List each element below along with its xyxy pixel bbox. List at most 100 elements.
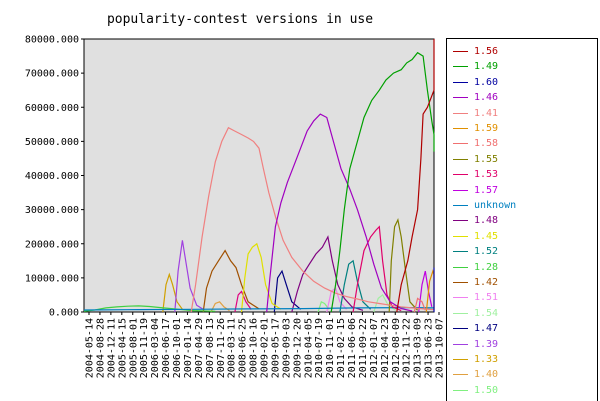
legend-label: 1.51 <box>474 292 499 304</box>
legend-swatch <box>453 81 468 83</box>
y-tick-label: 60000.000 <box>25 103 79 114</box>
legend-item: 1.49 <box>453 59 498 74</box>
legend-item: 1.46 <box>453 90 498 105</box>
x-tick-label: 2007-08-13 <box>205 318 216 378</box>
line-chart: 0.000 10000.000 20000.000 30000.000 40000.00… <box>25 35 446 379</box>
legend-swatch <box>453 297 468 299</box>
series-line-1.55 <box>388 218 419 313</box>
legend-swatch <box>453 128 468 129</box>
x-tick-label: 2008-06-25 <box>238 318 249 378</box>
legend-item: 1.39 <box>453 337 498 352</box>
x-tick-label: 2006-06-17 <box>161 318 172 378</box>
legend-label: 1.33 <box>474 354 499 365</box>
legend-swatch <box>453 143 468 145</box>
legend-label: 1.50 <box>474 384 499 396</box>
legend-swatch <box>453 51 468 52</box>
x-tick-label: 2012-11-22 <box>402 318 413 378</box>
y-tick-label: 70000.000 <box>25 69 79 80</box>
x-axis: 2004-05-14 2004-08-28 2004-12-11 2005-04-15… <box>85 312 446 378</box>
plot-area <box>83 38 435 313</box>
legend-item: 1.48 <box>453 213 498 228</box>
legend-item: 1.33 <box>453 352 498 367</box>
legend-swatch <box>453 174 468 176</box>
legend-item: 1.50 <box>453 383 498 398</box>
x-tick-label: 2009-12-20 <box>292 318 303 378</box>
legend-label: 1.53 <box>474 169 499 181</box>
y-axis: 0.000 10000.000 20000.000 30000.000 40000.00… <box>25 35 84 319</box>
x-tick-label: 2006-10-01 <box>172 318 183 378</box>
legend-item: 1.55 <box>453 152 498 167</box>
x-tick-label: 2012-01-07 <box>369 318 380 378</box>
x-tick-label: 2005-11-19 <box>139 318 150 378</box>
legend-swatch <box>453 343 468 345</box>
legend-swatch <box>453 374 468 376</box>
legend-item: 1.57 <box>453 183 498 198</box>
legend-label: 1.39 <box>474 338 499 350</box>
legend-item: 1.51 <box>453 290 498 305</box>
legend-swatch <box>453 158 468 160</box>
legend-item: 1.60 <box>453 75 498 90</box>
legend-label: 1.60 <box>474 76 499 88</box>
y-tick-label: 10000.000 <box>25 273 79 284</box>
legend: 1.56 1.49 1.60 1.46 1.41 1.59 1.58 1.55 1.53 1.57… <box>446 38 598 401</box>
legend-label: 1.55 <box>474 153 499 165</box>
series-line-1.45 <box>240 242 282 313</box>
x-tick-label: 2010-04-05 <box>303 318 314 378</box>
chart-title: popularity-contest versions in use <box>106 12 374 27</box>
legend-item: 1.59 <box>453 121 498 136</box>
x-tick-label: 2007-11-26 <box>216 318 227 378</box>
x-tick-label: 2004-05-14 <box>85 318 96 378</box>
legend-swatch <box>453 112 468 114</box>
legend-item: 1.54 <box>453 306 498 321</box>
legend-label: unknown <box>474 200 517 211</box>
x-tick-label: 2008-03-11 <box>227 318 238 378</box>
legend-swatch <box>453 328 468 330</box>
y-tick-label: 50000.000 <box>25 137 79 148</box>
y-tick-label: 40000.000 <box>25 171 79 182</box>
legend-item: 1.41 <box>453 106 498 121</box>
legend-item: 1.56 <box>453 44 498 59</box>
legend-label: 1.40 <box>474 369 499 381</box>
legend-label: 1.41 <box>474 107 499 119</box>
y-tick-label: 30000.000 <box>25 205 79 216</box>
legend-label: 1.54 <box>474 307 499 319</box>
legend-item: 1.45 <box>453 229 498 244</box>
x-tick-label: 2008-10-16 <box>249 318 260 378</box>
series-line-1.47 <box>273 269 301 313</box>
legend-swatch <box>453 205 468 206</box>
series-line-1.48 <box>291 235 364 313</box>
legend-item: 1.52 <box>453 244 498 259</box>
x-tick-label: 2012-04-23 <box>380 318 391 378</box>
legend-label: 1.48 <box>474 215 499 227</box>
series-line-1.56 <box>396 39 435 313</box>
x-tick-label: 2013-06-23 <box>424 318 435 378</box>
legend-item: 1.47 <box>453 321 498 336</box>
legend-swatch <box>453 312 468 314</box>
series-line-1.57 <box>418 270 433 313</box>
series-line-1.33 <box>162 272 183 313</box>
legend-swatch <box>453 66 468 68</box>
legend-swatch <box>453 220 468 222</box>
x-tick-label: 2010-07-19 <box>314 318 325 378</box>
series-line-1.42 <box>202 249 260 313</box>
x-tick-label: 2012-08-09 <box>391 318 402 378</box>
legend-label: 1.59 <box>474 123 499 134</box>
legend-label: 1.47 <box>474 323 499 335</box>
x-tick-label: 2009-02-01 <box>260 318 271 378</box>
x-tick-label: 2007-01-14 <box>183 318 194 378</box>
legend-item: 1.58 <box>453 136 498 151</box>
y-tick-label: 20000.000 <box>25 239 79 250</box>
legend-item: unknown <box>453 198 516 213</box>
legend-swatch <box>453 97 468 99</box>
legend-swatch <box>453 359 468 360</box>
x-tick-label: 2006-03-04 <box>150 318 161 378</box>
x-tick-label: 2013-10-07 <box>435 318 446 378</box>
x-tick-label: 2007-04-29 <box>194 318 205 378</box>
legend-swatch <box>453 189 468 191</box>
legend-label: 1.45 <box>474 230 499 242</box>
x-tick-label: 2011-06-06 <box>347 318 358 378</box>
y-tick-label: 80000.000 <box>25 35 79 46</box>
legend-label: 1.57 <box>474 184 499 196</box>
series-line-1.41 <box>190 126 435 313</box>
x-tick-label: 2010-11-01 <box>325 318 336 378</box>
